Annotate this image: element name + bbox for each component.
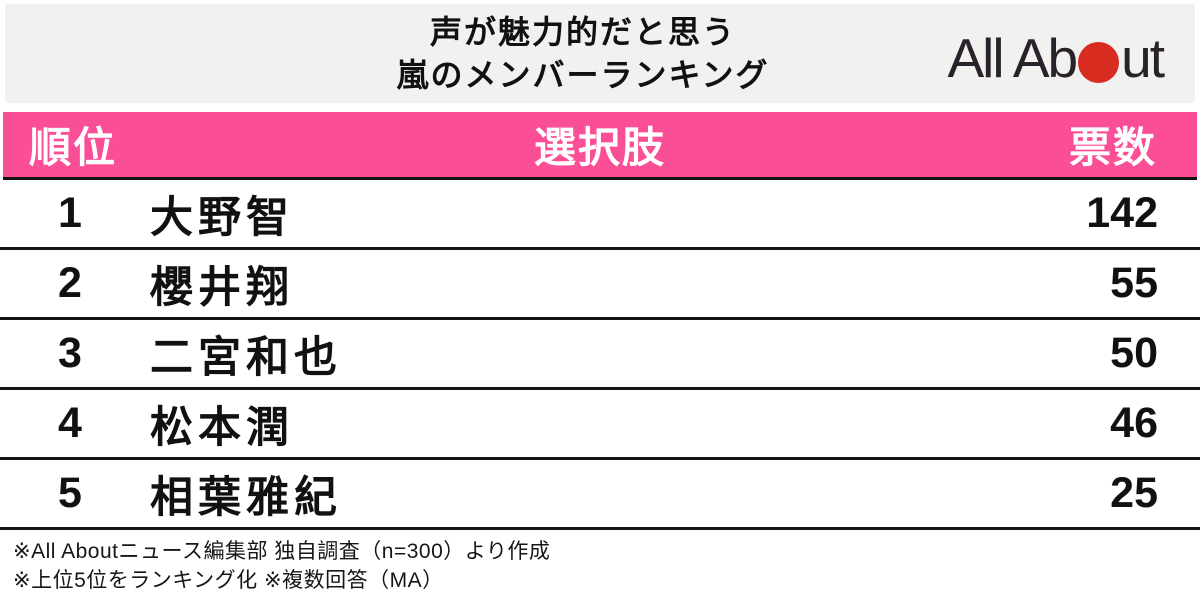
table-row: 2 櫻井翔 55 [0,250,1200,320]
footnotes: ※All Aboutニュース編集部 独自調査（n=300）より作成 ※上位5位を… [0,530,1200,608]
votes-cell: 25 [1110,469,1158,517]
name-cell: 櫻井翔 [150,263,294,312]
table-row: 3 二宮和也 50 [0,320,1200,390]
table-row: 4 松本潤 46 [0,390,1200,460]
rank-cell: 1 [58,189,82,237]
votes-cell: 55 [1110,259,1158,307]
column-header-choice: 選択肢 [533,124,666,171]
logo-text-right: ut [1121,27,1165,89]
votes-cell: 50 [1110,329,1158,377]
table-header-row: 順位 選択肢 票数 [3,112,1197,180]
name-cell: 二宮和也 [150,333,342,382]
votes-cell: 46 [1110,399,1158,447]
page-title: 声が魅力的だと思う 嵐のメンバーランキング [396,11,803,95]
votes-cell: 142 [1086,189,1158,237]
page-title-line2: 嵐のメンバーランキング [396,56,770,93]
rank-cell: 3 [58,329,82,377]
name-cell: 相葉雅紀 [150,473,342,522]
table-row: 1 大野智 142 [0,180,1200,250]
name-cell: 大野智 [150,193,294,242]
all-about-logo: All Ab ut [947,27,1165,89]
table-row: 5 相葉雅紀 25 [0,460,1200,530]
column-header-votes: 票数 [1068,124,1157,171]
logo-red-dot-icon [1078,42,1120,83]
rank-cell: 4 [58,399,82,447]
title-bar: 声が魅力的だと思う 嵐のメンバーランキング All Ab ut [5,4,1195,103]
name-cell: 松本潤 [150,403,294,452]
page-title-line1: 声が魅力的だと思う [429,14,736,51]
logo-text-left: All Ab [947,27,1078,89]
footnote-line2: ※上位5位をランキング化 ※複数回答（MA） [13,569,444,592]
footnote-line1: ※All Aboutニュース編集部 独自調査（n=300）より作成 [13,540,551,563]
rank-cell: 5 [58,469,82,517]
column-header-rank: 順位 [28,124,117,171]
rank-cell: 2 [58,259,82,307]
